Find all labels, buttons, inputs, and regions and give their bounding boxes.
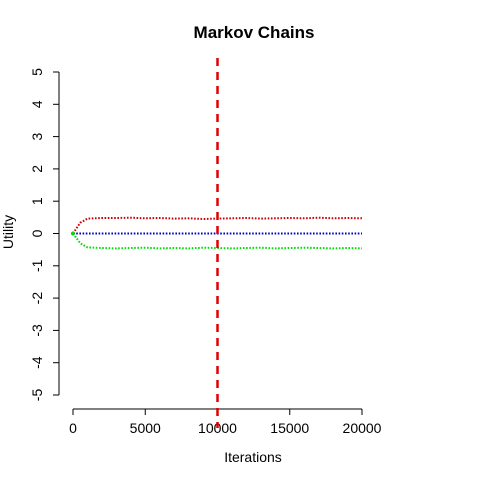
x-tick-label: 0 (69, 420, 77, 436)
series-line-1 (72, 216, 363, 235)
chart-title: Markov Chains (194, 23, 315, 42)
y-tick-label: 0 (29, 229, 45, 237)
y-axis-label: Utility (0, 215, 16, 249)
y-tick-label: 3 (29, 132, 45, 140)
y-tick-label: 2 (29, 165, 45, 173)
x-axis-label: Iterations (224, 449, 282, 465)
x-tick-label: 15000 (270, 420, 309, 436)
y-tick-label: -2 (29, 292, 45, 305)
x-tick-label: 5000 (130, 420, 161, 436)
y-tick-label: -3 (29, 324, 45, 337)
y-tick-label: 4 (29, 100, 45, 108)
x-tick-label: 20000 (343, 420, 382, 436)
y-tick-label: -1 (29, 259, 45, 272)
series-line-3 (72, 232, 363, 250)
y-tick-label: 1 (29, 197, 45, 205)
x-axis: 05000100001500020000 (69, 408, 382, 436)
y-tick-label: -4 (29, 356, 45, 369)
y-tick-label: -5 (29, 389, 45, 402)
series-start-point (71, 231, 75, 236)
y-axis: -5 -4 -3 -2 -1 0 1 2 3 4 5 (29, 68, 60, 402)
y-tick-label: 5 (29, 68, 45, 76)
